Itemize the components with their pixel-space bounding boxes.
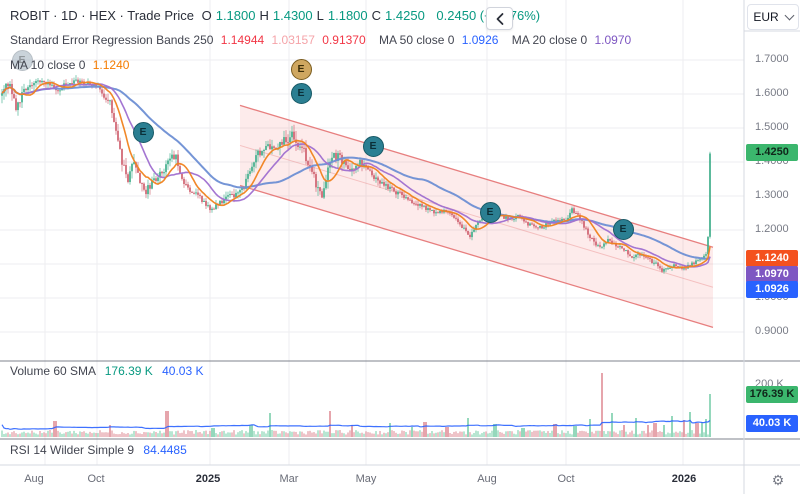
- earnings-marker[interactable]: E: [132, 121, 154, 143]
- earnings-marker[interactable]: E: [612, 218, 634, 240]
- earnings-marker[interactable]: E: [290, 82, 312, 104]
- ma20-label[interactable]: MA 20 close 0: [511, 33, 588, 47]
- rsi-value: 84.4485: [143, 443, 187, 457]
- ohlc-value: 1.4300: [272, 8, 313, 23]
- price-badge: 1.0926: [746, 280, 798, 298]
- ohlc-values: O 1.1800 H 1.4300 L 1.1800 C 1.4250: [202, 8, 429, 23]
- ohlc-key: O: [201, 8, 212, 23]
- ohlc-key: H: [259, 8, 269, 23]
- rsi-legend-row[interactable]: RSI 14 Wilder Simple 9 84.4485: [10, 443, 187, 457]
- time-axis-label: 2026: [671, 473, 697, 485]
- rsi-label[interactable]: RSI 14 Wilder Simple 9: [10, 443, 135, 457]
- earnings-marker[interactable]: E: [479, 201, 501, 223]
- price-axis-label: 1.5000: [755, 121, 789, 133]
- earnings-marker[interactable]: E: [362, 135, 384, 157]
- volume-legend-row[interactable]: Volume 60 SMA 176.39 K 40.03 K: [10, 364, 204, 378]
- earnings-marker[interactable]: E: [290, 58, 312, 80]
- price-axis-label: 1.2000: [755, 223, 789, 235]
- volume-badge: 40.03 K: [746, 414, 798, 432]
- time-axis-label: Aug: [24, 473, 44, 485]
- price-axis-label: 1.6000: [755, 87, 789, 99]
- band-lower-value: 0.91370: [322, 33, 366, 47]
- price-axis-label: 0.9000: [755, 325, 789, 337]
- price-badge: 1.1240: [746, 249, 798, 267]
- band-upper-value: 1.14944: [220, 33, 265, 47]
- earnings-marker[interactable]: E: [11, 49, 33, 71]
- time-axis-label: Oct: [87, 473, 105, 485]
- indicator-name[interactable]: Standard Error Regression Bands 250: [10, 33, 214, 47]
- currency-label: EUR: [753, 10, 779, 24]
- ohlc-key: C: [371, 8, 382, 23]
- volume-current-value: 176.39 K: [104, 364, 153, 378]
- ma10-value: 1.1240: [92, 58, 130, 72]
- ma10-label[interactable]: MA 10 close 0: [10, 58, 86, 72]
- indicator-legend-row[interactable]: Standard Error Regression Bands 250 1.14…: [10, 33, 635, 47]
- chevron-down-icon: [784, 10, 795, 21]
- price-axis-label: 1.3000: [755, 189, 789, 201]
- volume-sma-value: 40.03 K: [162, 364, 204, 378]
- time-axis-label: 2025: [195, 473, 221, 485]
- ma20-value: 1.0970: [594, 33, 632, 47]
- time-axis-label: May: [355, 473, 377, 485]
- ohlc-value: 1.1800: [327, 8, 368, 23]
- ma10-legend-row[interactable]: MA 10 close 0 1.1240: [10, 58, 133, 72]
- time-axis-settings-icon[interactable]: ⚙: [771, 471, 785, 488]
- symbol-title[interactable]: ROBIT · 1D · HEX · Trade Price: [10, 8, 194, 23]
- time-axis-label: Oct: [557, 473, 575, 485]
- band-middle-value: 1.03157: [271, 33, 315, 47]
- currency-selector[interactable]: EUR: [747, 4, 799, 30]
- symbol-legend-row[interactable]: ROBIT · 1D · HEX · Trade Price O 1.1800 H 1…: [10, 8, 544, 23]
- back-button[interactable]: [486, 7, 513, 30]
- ohlc-value: 1.4250: [385, 8, 425, 23]
- price-badge: 1.4250: [746, 143, 798, 161]
- ohlc-value: 1.1800: [215, 8, 256, 23]
- time-axis-label: Aug: [477, 473, 497, 485]
- ma50-label[interactable]: MA 50 close 0: [379, 33, 455, 47]
- price-badge: 1.0970: [746, 265, 798, 283]
- time-axis-label: Mar: [279, 473, 299, 485]
- ma50-value: 1.0926: [461, 33, 499, 47]
- volume-label[interactable]: Volume 60 SMA: [10, 364, 96, 378]
- ohlc-key: L: [316, 8, 324, 23]
- chevron-left-icon: [496, 12, 503, 25]
- volume-badge: 176.39 K: [746, 385, 798, 403]
- price-axis-label: 1.7000: [755, 53, 789, 65]
